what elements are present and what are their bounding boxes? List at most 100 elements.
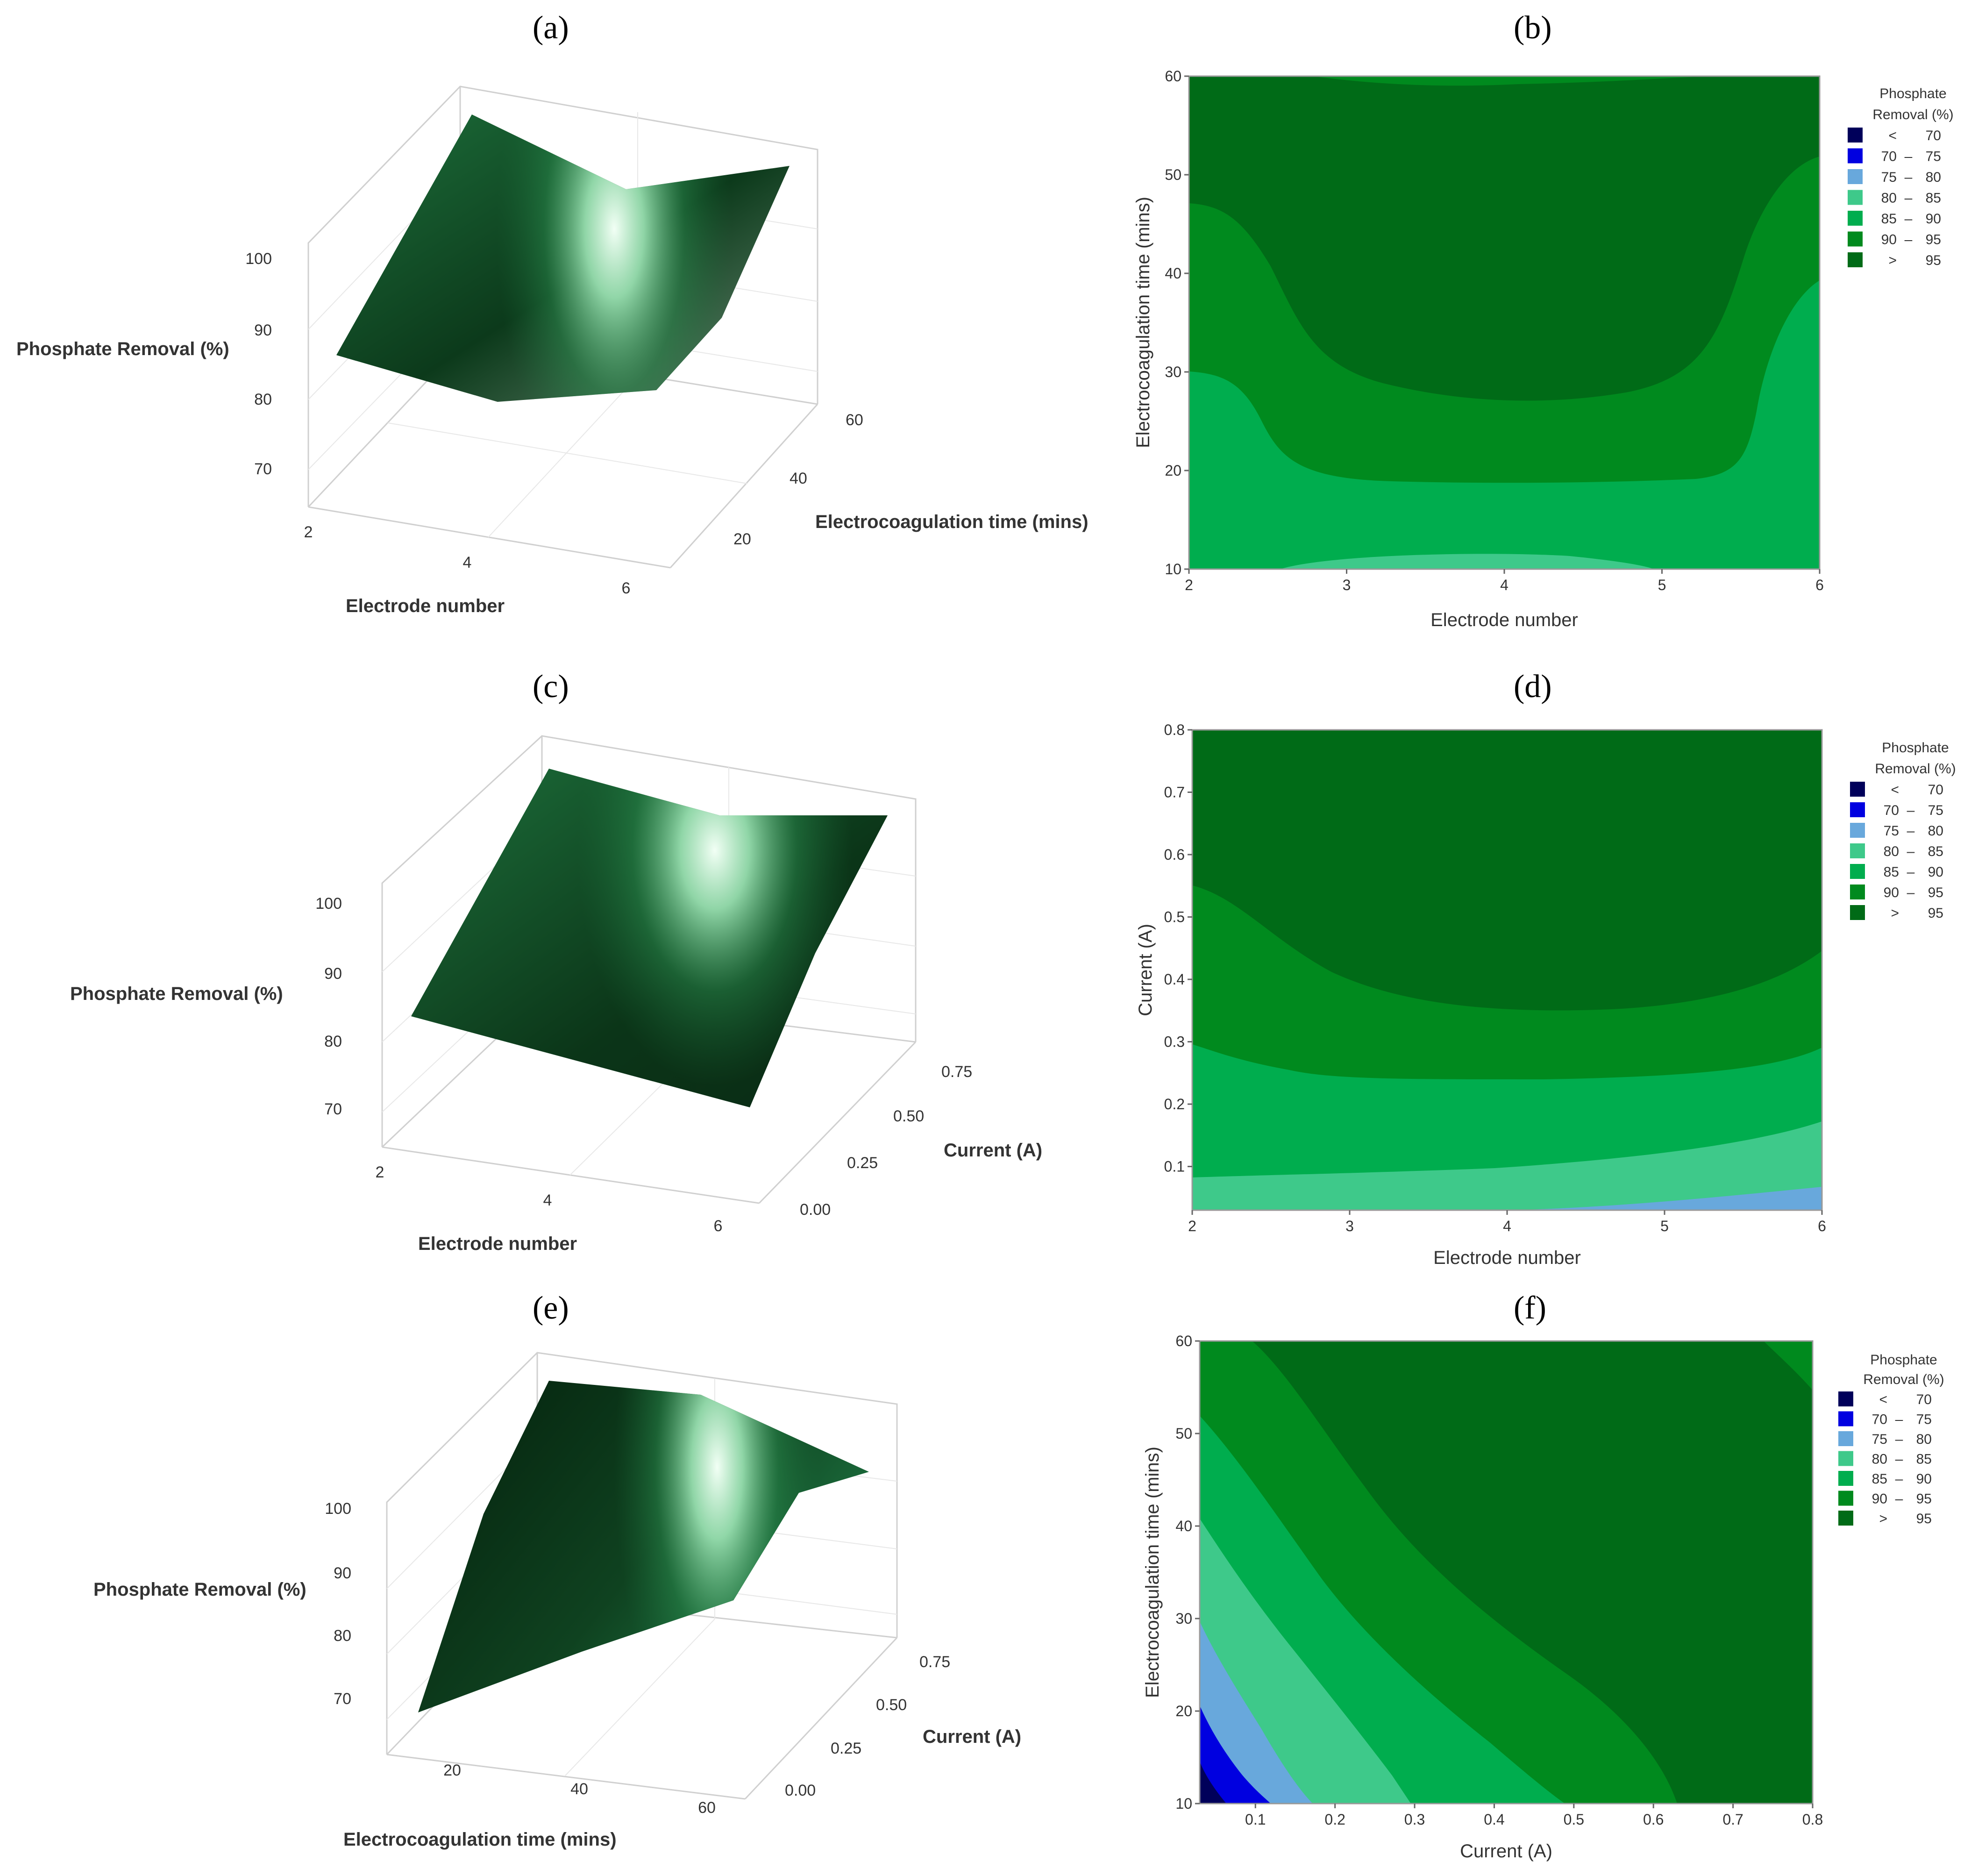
legend-b-swatch-1: [1848, 148, 1863, 164]
legend-b-low-5: 90: [1881, 232, 1897, 248]
legend-b-low-3: 80: [1881, 191, 1897, 206]
legend-b-low-0: <: [1888, 128, 1897, 143]
legend-d-high-2: 80: [1928, 823, 1943, 839]
legend-f-sep-4: –: [1895, 1471, 1903, 1487]
surface-a-ytick-60: 60: [846, 411, 863, 429]
contour-b-xtick-2: 4: [1500, 577, 1508, 593]
contour-d-xtick-3: 5: [1660, 1218, 1669, 1234]
legend-d-high-4: 90: [1928, 864, 1943, 880]
legend-b-sep-5: –: [1905, 232, 1913, 248]
legend-b-high-5: 95: [1926, 232, 1941, 248]
contour-b-ylabel: Electrocoagulation time (mins): [1133, 197, 1153, 448]
panel-label-b: (b): [1514, 10, 1552, 46]
contour-d-ytick-1: 0.2: [1164, 1096, 1185, 1113]
contour-d-ylabel: Current (A): [1135, 924, 1156, 1016]
legend-f-sep-2: –: [1895, 1432, 1903, 1447]
contour-d-band-gt95: [1192, 730, 1822, 1011]
contour-d-ytick-4: 0.5: [1164, 909, 1185, 926]
legend-b-title-1: Phosphate: [1879, 86, 1946, 101]
surface-e-xtick-40: 40: [570, 1780, 588, 1798]
contour-b-band-gt95: [1189, 76, 1820, 401]
contour-f-ytick-2: 30: [1175, 1610, 1192, 1627]
surface-a-xtick-6: 6: [622, 579, 631, 597]
panel-label-d: (d): [1514, 669, 1552, 705]
legend-d-low-3: 80: [1884, 844, 1899, 859]
surface-e-ytick-0: 0.00: [785, 1782, 816, 1799]
surface-e-ytick-075: 0.75: [919, 1653, 950, 1671]
legend-b-sep-3: –: [1905, 191, 1913, 206]
legend-d-low-0: <: [1891, 782, 1899, 798]
contour-b-xtick-1: 3: [1343, 577, 1351, 593]
legend-f: Phosphate Removal (%) <7070–7575–8080–85…: [1838, 1352, 1944, 1526]
contour-plot-b: [1188, 75, 1821, 570]
legend-d-low-6: >: [1891, 906, 1899, 921]
legend-d-low-2: 75: [1884, 823, 1899, 839]
legend-b-low-4: 85: [1881, 211, 1897, 227]
legend-f-low-0: <: [1879, 1392, 1887, 1407]
contour-f-ylabel: Electrocoagulation time (mins): [1142, 1447, 1163, 1698]
legend-f-high-0: 70: [1916, 1392, 1932, 1407]
contour-d-ytick-3: 0.4: [1164, 971, 1185, 988]
legend-f-title-2: Removal (%): [1863, 1372, 1944, 1387]
contour-d-ytick-0: 0.1: [1164, 1158, 1185, 1175]
contour-b-xtick-3: 5: [1658, 577, 1666, 593]
contour-f-xtick-7: 0.8: [1802, 1811, 1823, 1828]
contour-d-xtick-4: 6: [1818, 1218, 1826, 1234]
surface-e-ztick-100: 100: [325, 1500, 351, 1518]
surface-c-zlabel: Phosphate Removal (%): [70, 984, 283, 1004]
surface-e-ytick-025: 0.25: [831, 1740, 861, 1757]
legend-d-low-1: 70: [1884, 803, 1899, 818]
legend-d-swatch-6: [1850, 905, 1865, 920]
contour-f-band-70-75: [1200, 1705, 1271, 1804]
surface-c-highlight: [411, 769, 888, 1107]
legend-d: Phosphate Removal (%) <7070–7575–8080–85…: [1850, 740, 1956, 921]
legend-f-low-4: 85: [1872, 1471, 1887, 1487]
surface-a-xtick-2: 2: [304, 523, 313, 541]
contour-f-xtick-6: 0.7: [1722, 1811, 1743, 1828]
contour-f-xtick-2: 0.3: [1404, 1811, 1425, 1828]
legend-f-sep-3: –: [1895, 1452, 1903, 1467]
contour-d-ytick-2: 0.3: [1164, 1034, 1185, 1050]
legend-d-sep-5: –: [1907, 885, 1915, 900]
contour-f-frame: [1199, 1340, 1814, 1805]
legend-f-sep-5: –: [1895, 1491, 1903, 1507]
legend-f-high-2: 80: [1916, 1432, 1932, 1447]
contour-plot-d: [1191, 729, 1823, 1211]
legend-f-high-6: 95: [1916, 1511, 1932, 1526]
surface-c-ztick-90: 90: [324, 965, 342, 983]
contour-f-ytick-5: 60: [1175, 1333, 1192, 1349]
legend-b: Phosphate Removal (%) <7070–7575–8080–85…: [1848, 86, 1954, 268]
contour-d-ytick-5: 0.6: [1164, 846, 1185, 863]
surface-c-ytick-075: 0.75: [941, 1063, 972, 1081]
panel-label-e: (e): [533, 1290, 569, 1326]
contour-b-xlabel: Electrode number: [1430, 610, 1578, 630]
surface-e-xtick-60: 60: [698, 1799, 716, 1817]
surface-a-ylabel: Electrocoagulation time (mins): [815, 512, 1089, 532]
surface-a-ztick-70: 70: [254, 460, 272, 478]
surface-a-xtick-4: 4: [463, 554, 472, 571]
contour-d-xtick-0: 2: [1188, 1218, 1196, 1234]
legend-f-sep-1: –: [1895, 1412, 1903, 1427]
legend-b-sep-2: –: [1905, 170, 1913, 185]
surface-e-ytick-050: 0.50: [876, 1696, 907, 1714]
surface-e-highlight: [418, 1381, 869, 1712]
contour-f-xtick-5: 0.6: [1643, 1811, 1664, 1828]
legend-f-swatch-4: [1838, 1471, 1853, 1486]
legend-d-high-6: 95: [1928, 906, 1943, 921]
contour-b-ytick-1: 20: [1165, 462, 1181, 479]
surface-c-ztick-100: 100: [315, 895, 342, 913]
surface-c-ztick-80: 80: [324, 1033, 342, 1050]
surface-c-xlabel: Electrode number: [418, 1234, 577, 1254]
surface-e-ylabel: Current (A): [923, 1726, 1021, 1747]
surface-a-ytick-40: 40: [790, 470, 807, 487]
legend-b-high-2: 80: [1926, 170, 1941, 185]
surface-plot-e: [386, 1352, 898, 1800]
legend-d-high-5: 95: [1928, 885, 1943, 900]
contour-d-ytick-7: 0.8: [1164, 721, 1185, 738]
contour-b-xtick-4: 6: [1815, 577, 1824, 593]
contour-f-xtick-1: 0.2: [1324, 1811, 1345, 1828]
legend-f-swatch-1: [1838, 1411, 1853, 1427]
legend-f-title-1: Phosphate: [1870, 1352, 1937, 1368]
legend-d-title-2: Removal (%): [1875, 761, 1956, 777]
